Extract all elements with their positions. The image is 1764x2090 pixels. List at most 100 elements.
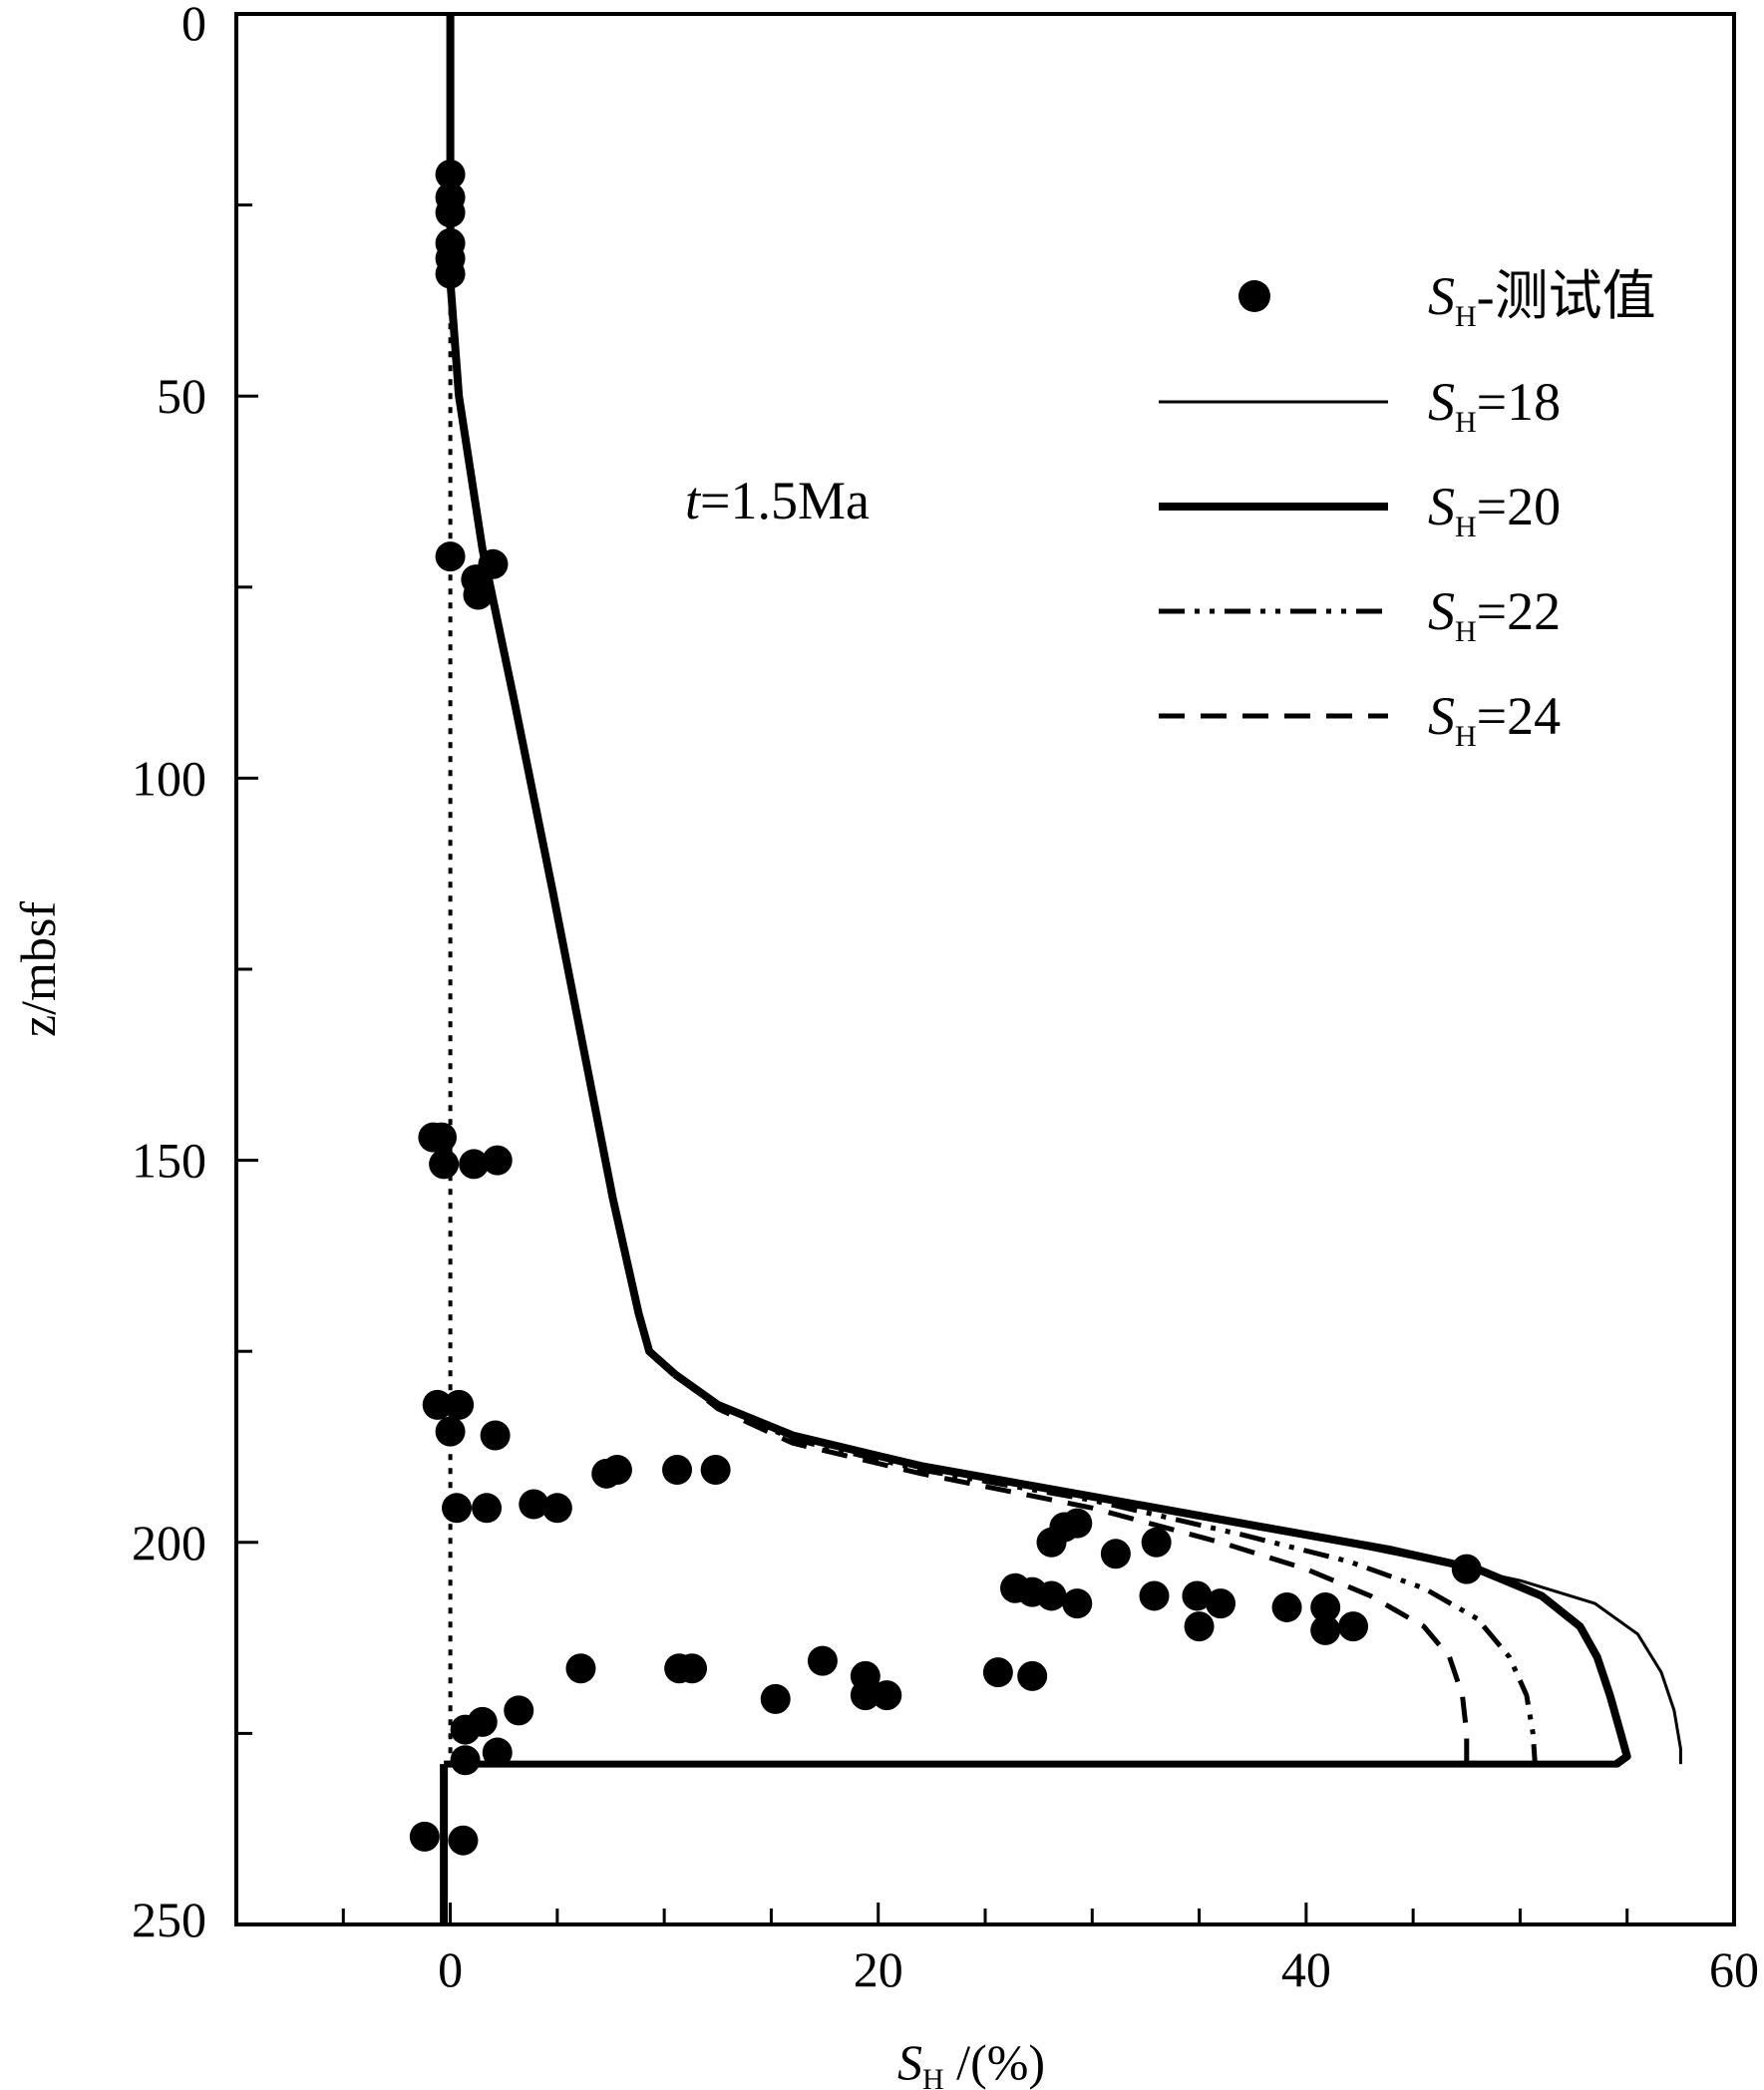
data-point [1139,1580,1170,1611]
data-point [1100,1539,1131,1569]
data-point [1310,1614,1341,1645]
x-axis-symbol: S [897,2034,922,2090]
data-point [435,258,466,289]
data-point [1206,1588,1236,1619]
data-point [1182,1580,1213,1611]
legend-subscript: H [1455,300,1477,333]
shared-upper-profile [446,14,678,1378]
legend-subscript: H [1455,406,1477,439]
x-axis-subscript: H [922,2063,944,2090]
data-point [435,159,466,189]
tick-labels: 0 20 40 60 0 50 100 150 200 250 [132,0,1759,1997]
data-point [1036,1527,1067,1558]
data-point [442,1493,473,1524]
legend-entry-sh20: SH=20 [1159,477,1561,543]
data-point [807,1645,838,1676]
y-tick-label: 50 [157,368,206,424]
legend-label: SH=20 [1428,477,1561,543]
legend-entry-sh22: SH=22 [1159,581,1561,648]
legend-entry-sh24: SH=24 [1159,686,1561,753]
legend-label: SH-测试值 [1428,266,1656,333]
series-line-sh24 [673,1372,1470,1765]
y-tick-label: 150 [132,1133,206,1189]
data-point [504,1695,534,1726]
series-line-sh20 [672,1370,1631,1768]
legend-label: SH=24 [1428,686,1561,753]
data-point [1062,1508,1093,1539]
axis-ticks [234,12,1736,1926]
y-tick-label: 100 [132,750,206,806]
data-point [677,1653,708,1684]
x-tick-label: 40 [1281,1941,1331,1997]
data-point [448,1825,479,1856]
data-point [482,1737,513,1768]
y-tick-label: 250 [132,1892,206,1947]
data-point [422,1389,453,1420]
x-axis-unit: /(%) [944,2034,1045,2090]
data-point [519,1489,549,1520]
data-point [478,548,509,579]
time-symbol: t [685,471,702,530]
data-point [541,1493,572,1524]
x-tick-label: 60 [1709,1941,1759,1997]
legend-subscript: H [1455,615,1477,648]
series-line-sh18 [674,1372,1682,1765]
x-tick-label: 20 [854,1941,903,1997]
data-point [435,541,466,572]
data-point [480,1420,511,1451]
data-point [429,1149,460,1180]
legend-value: =18 [1477,372,1561,432]
series-line-sh22 [673,1372,1538,1765]
legend-subscript: H [1455,720,1477,753]
legend-symbol: S [1428,686,1455,746]
data-point [450,1745,481,1776]
data-point [1184,1611,1215,1642]
legend-subscript: H [1455,511,1477,543]
data-point [1271,1591,1302,1622]
data-point [1017,1660,1048,1691]
data-point [435,197,466,228]
y-axis-label: z/mbsf [10,901,66,1037]
legend-symbol: S [1428,581,1455,641]
data-point [601,1454,632,1485]
x-tick-label: 0 [438,1941,463,1997]
y-tick-label: 0 [181,0,206,51]
legend-symbol: S [1428,477,1455,536]
legend-symbol: S [1428,372,1455,432]
legend-value: =22 [1477,581,1561,641]
data-point [982,1657,1013,1688]
legend-label: SH=18 [1428,372,1561,439]
data-point [459,1149,490,1180]
data-point [1338,1611,1369,1642]
data-point [1141,1527,1172,1558]
x-axis-label: SH /(%) [897,2034,1045,2090]
legend-symbol: S [1428,266,1455,326]
data-point [662,1454,693,1485]
data-point [482,1145,513,1176]
legend-value: =24 [1477,686,1561,746]
data-point [760,1683,791,1714]
data-point [409,1821,440,1852]
legend-entry-measured: SH-测试值 [1238,266,1656,333]
data-point [850,1680,881,1711]
data-point [426,1122,457,1153]
data-point [1451,1554,1482,1584]
time-value: =1.5Ma [700,471,870,530]
legend-entry-sh18: SH=18 [1159,372,1561,439]
time-annotation: t=1.5Ma [685,471,870,530]
data-point [463,579,494,610]
data-point [472,1493,503,1524]
data-point [872,1680,902,1711]
legend-value: =20 [1477,477,1561,536]
data-point [565,1653,596,1684]
data-point [435,1416,466,1447]
data-point [444,1389,475,1420]
data-point [1310,1591,1341,1622]
points-layer [409,159,1482,1856]
data-point [700,1454,731,1485]
data-point [450,1714,481,1745]
y-tick-label: 200 [132,1515,206,1570]
legend-label: SH=22 [1428,581,1561,648]
